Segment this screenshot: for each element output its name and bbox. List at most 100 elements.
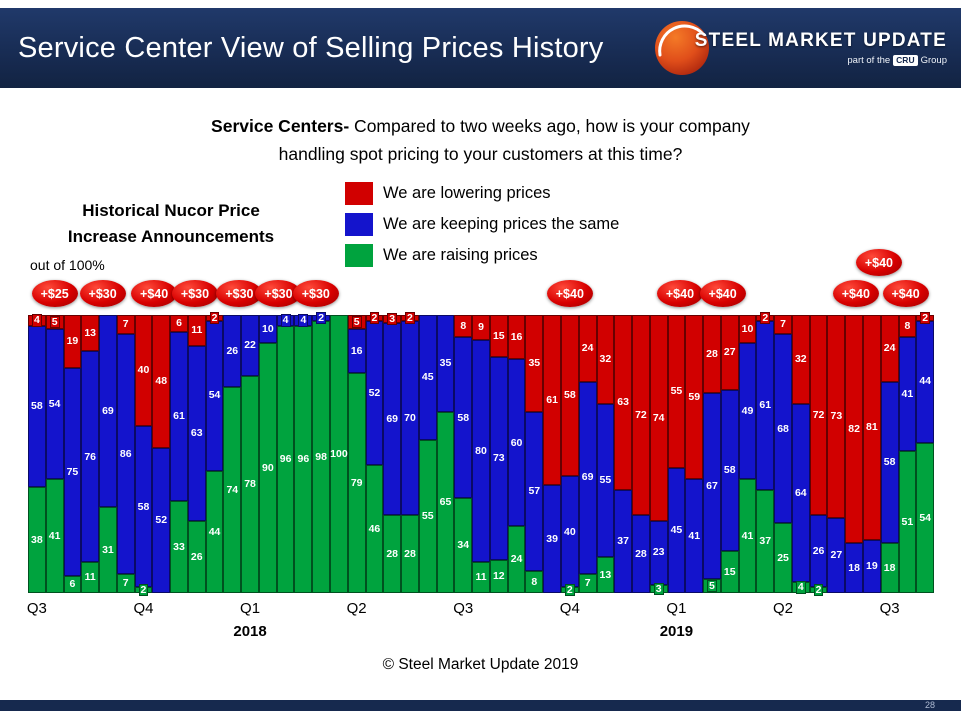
segment-raising: 25: [774, 523, 792, 593]
nucor-badge: +$25: [31, 280, 78, 307]
segment-same: 4: [276, 314, 295, 327]
segment-lowering: 55: [667, 315, 686, 468]
segment-same: 69: [383, 323, 402, 516]
segment-value: 9: [478, 321, 484, 334]
page-number: 28: [924, 700, 935, 710]
segment-value: 7: [122, 318, 129, 331]
segment-same: 45: [418, 315, 437, 441]
segment-value: 16: [510, 330, 523, 343]
bar: 13 76 11: [81, 315, 100, 593]
segment-same: 16: [347, 328, 366, 374]
bar: 2 70 28: [401, 311, 419, 593]
segment-value: 5: [49, 315, 60, 329]
year-labels: 2018 2019: [28, 623, 934, 643]
segment-raising: 3: [649, 582, 668, 596]
bar: 2 52 46: [365, 311, 384, 593]
segment-value: 72: [635, 408, 647, 421]
bar: 59 41: [685, 315, 704, 593]
segment-value: 24: [581, 342, 594, 355]
segment-lowering: 72: [632, 315, 650, 516]
x-axis-label: Q3: [26, 600, 47, 617]
segment-raising: 8: [525, 570, 544, 593]
segment-value: 6: [69, 578, 76, 591]
segment-raising: 79: [347, 373, 366, 593]
x-axis-label: Q2: [772, 600, 794, 617]
segment-value: 61: [546, 393, 558, 406]
segment-same: 58: [454, 337, 473, 499]
segment-value: 69: [386, 412, 399, 425]
segment-raising: 2: [809, 583, 828, 597]
segment-value: 49: [741, 404, 754, 417]
segment-raising: 78: [241, 376, 259, 593]
bar: 2 61 37: [756, 311, 775, 593]
segment-value: 68: [777, 422, 789, 435]
segment-value: 100: [330, 447, 348, 460]
tagline-suffix: Group: [920, 55, 947, 66]
segment-lowering: 27: [720, 315, 739, 391]
bar: 22 78: [241, 315, 259, 593]
segment-same: 22: [241, 315, 259, 377]
segment-value: 76: [84, 450, 97, 463]
bar: 61 39: [543, 315, 561, 593]
segment-raising: 24: [507, 526, 526, 593]
segment-lowering: 6: [170, 315, 188, 332]
segment-value: 35: [439, 357, 452, 370]
segment-lowering: 48: [152, 315, 171, 449]
segment-raising: 26: [187, 520, 206, 593]
segment-value: 58: [31, 400, 43, 413]
segment-raising: 37: [756, 490, 775, 593]
segment-value: 98: [315, 450, 327, 463]
segment-lowering: 4: [28, 314, 46, 327]
stacked-bar-chart: +$25 +$30 +$40 +$30 +$30 +$30 +$30 +$40 +$40 +$40…: [27, 249, 935, 640]
lowering-swatch-icon: [345, 182, 373, 205]
bar: 35 57 8: [525, 315, 544, 593]
segment-lowering: 9: [472, 315, 490, 341]
segment-value: 2: [920, 311, 931, 325]
segment-lowering: 81: [862, 315, 881, 541]
segment-value: 3: [653, 582, 664, 596]
bar: 32 55 13: [596, 315, 615, 593]
segment-same: 28: [632, 515, 650, 593]
segment-value: 67: [706, 479, 718, 492]
legend-label-same: We are keeping prices the same: [383, 215, 620, 233]
segment-value: 10: [741, 322, 754, 335]
bars: 4 58 38 5 54 41 19 75 6 13 76 11 69 31 7 86 7 40 58 2 48 52 6 6…: [28, 311, 935, 597]
segment-value: 32: [794, 353, 807, 366]
bar: 2 44 54: [916, 311, 935, 593]
nucor-badge: +$30: [292, 280, 339, 307]
segment-raising: 41: [45, 479, 64, 593]
bar: 5 54 41: [45, 315, 64, 593]
segment-value: 18: [848, 561, 860, 574]
segment-same: 80: [472, 340, 490, 563]
segment-value: 44: [208, 525, 221, 538]
year-label: 2018: [233, 623, 267, 640]
segment-value: 64: [794, 486, 807, 499]
bar: 35 65: [436, 315, 455, 593]
segment-value: 11: [475, 571, 487, 584]
segment-lowering: 35: [525, 315, 544, 413]
segment-value: 15: [723, 565, 736, 578]
smu-globe-icon: [653, 19, 711, 77]
segment-value: 2: [760, 311, 771, 325]
bar: 48 52: [152, 315, 171, 593]
segment-same: 58: [720, 390, 739, 552]
segment-lowering: 8: [898, 315, 917, 338]
segment-raising: 74: [223, 387, 242, 593]
segment-value: 37: [617, 535, 629, 548]
segment-same: 27: [827, 517, 846, 593]
segment-value: 58: [137, 500, 150, 513]
nucor-badge: +$40: [699, 280, 746, 307]
survey-question-line1: Compared to two weeks ago, how is your c…: [349, 116, 750, 136]
x-axis-label: Q4: [559, 600, 580, 617]
segment-value: 5: [707, 579, 717, 593]
segment-value: 81: [866, 421, 878, 434]
bar: 72 28: [632, 315, 650, 593]
segment-value: 2: [813, 583, 824, 597]
segment-same: 58: [134, 426, 153, 588]
segment-value: 82: [848, 422, 860, 435]
axis-note: out of 100%: [30, 257, 105, 273]
segment-raising: 6: [63, 576, 82, 593]
bar: 4 96: [294, 314, 313, 593]
segment-value: 8: [904, 319, 911, 332]
segment-raising: 90: [258, 342, 277, 593]
